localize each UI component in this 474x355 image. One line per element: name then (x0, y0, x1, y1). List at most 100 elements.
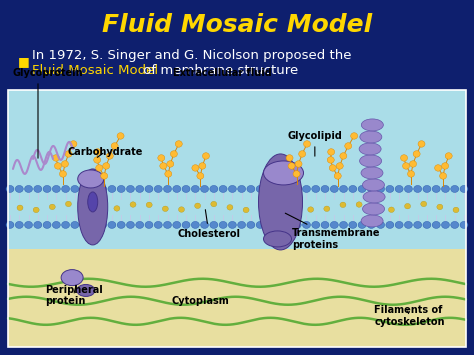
Ellipse shape (78, 170, 104, 188)
Ellipse shape (165, 171, 172, 177)
Ellipse shape (33, 207, 39, 213)
Ellipse shape (130, 202, 136, 207)
Ellipse shape (146, 202, 152, 208)
Ellipse shape (410, 161, 417, 167)
Ellipse shape (361, 167, 383, 179)
Ellipse shape (401, 155, 408, 161)
Ellipse shape (34, 222, 42, 228)
Ellipse shape (71, 222, 79, 228)
Ellipse shape (351, 133, 358, 139)
Ellipse shape (228, 222, 237, 228)
Ellipse shape (395, 185, 403, 192)
Ellipse shape (339, 222, 347, 228)
Ellipse shape (388, 207, 394, 212)
Ellipse shape (170, 151, 177, 157)
Ellipse shape (358, 222, 366, 228)
Ellipse shape (340, 202, 346, 208)
Ellipse shape (414, 185, 422, 192)
Ellipse shape (52, 222, 60, 228)
Ellipse shape (111, 143, 118, 149)
Ellipse shape (80, 222, 88, 228)
Ellipse shape (100, 173, 108, 179)
Ellipse shape (421, 201, 427, 207)
Ellipse shape (94, 149, 101, 155)
Ellipse shape (162, 206, 168, 212)
Ellipse shape (211, 201, 217, 207)
Ellipse shape (460, 222, 468, 228)
Ellipse shape (164, 222, 172, 228)
Ellipse shape (423, 185, 431, 192)
Ellipse shape (158, 155, 165, 161)
Ellipse shape (359, 143, 381, 155)
Ellipse shape (210, 222, 218, 228)
Ellipse shape (179, 207, 184, 212)
Ellipse shape (328, 149, 335, 155)
Ellipse shape (435, 165, 442, 171)
Ellipse shape (275, 201, 282, 207)
Ellipse shape (114, 206, 120, 211)
Ellipse shape (303, 141, 310, 147)
Text: Fluid Mosaic Model: Fluid Mosaic Model (32, 64, 158, 76)
Ellipse shape (228, 185, 237, 192)
Ellipse shape (402, 163, 410, 169)
Ellipse shape (145, 222, 153, 228)
Text: Glycolipid: Glycolipid (287, 131, 342, 156)
Ellipse shape (182, 185, 190, 192)
Text: Cytoplasm: Cytoplasm (172, 296, 229, 306)
Ellipse shape (330, 222, 338, 228)
Ellipse shape (345, 143, 352, 149)
Ellipse shape (195, 203, 201, 208)
Ellipse shape (367, 222, 375, 228)
Ellipse shape (192, 165, 199, 171)
Ellipse shape (423, 222, 431, 228)
Ellipse shape (336, 163, 343, 169)
Ellipse shape (437, 204, 443, 210)
Bar (8, 90, 466, 249)
Ellipse shape (293, 171, 300, 177)
Ellipse shape (65, 151, 72, 157)
Ellipse shape (308, 207, 314, 212)
Ellipse shape (286, 155, 293, 161)
Ellipse shape (302, 222, 310, 228)
Ellipse shape (88, 192, 98, 212)
Text: Fluid Mosaic Model: Fluid Mosaic Model (102, 13, 372, 37)
Ellipse shape (256, 222, 264, 228)
Ellipse shape (145, 185, 153, 192)
Ellipse shape (432, 185, 440, 192)
Ellipse shape (62, 161, 68, 167)
Ellipse shape (191, 185, 199, 192)
Text: Extracellular fluid: Extracellular fluid (173, 68, 272, 78)
Ellipse shape (275, 222, 283, 228)
Ellipse shape (160, 163, 167, 169)
Text: Peripheral
protein: Peripheral protein (45, 285, 102, 306)
Ellipse shape (52, 185, 60, 192)
Ellipse shape (99, 185, 107, 192)
Ellipse shape (219, 222, 227, 228)
Ellipse shape (164, 185, 172, 192)
Ellipse shape (358, 185, 366, 192)
Ellipse shape (288, 163, 295, 169)
Ellipse shape (395, 222, 403, 228)
Ellipse shape (15, 185, 23, 192)
Ellipse shape (299, 151, 306, 157)
Ellipse shape (117, 133, 124, 139)
Ellipse shape (432, 222, 440, 228)
Ellipse shape (15, 222, 23, 228)
Ellipse shape (247, 185, 255, 192)
Ellipse shape (356, 202, 362, 207)
Ellipse shape (49, 204, 55, 210)
Ellipse shape (167, 161, 174, 167)
Text: Filaments of
cytoskeleton: Filaments of cytoskeleton (374, 305, 445, 327)
Ellipse shape (258, 154, 302, 250)
Ellipse shape (349, 185, 357, 192)
Ellipse shape (361, 215, 383, 227)
Ellipse shape (451, 185, 459, 192)
Ellipse shape (99, 222, 107, 228)
Ellipse shape (62, 222, 70, 228)
Ellipse shape (404, 185, 412, 192)
Ellipse shape (108, 222, 116, 228)
Ellipse shape (377, 185, 384, 192)
Ellipse shape (210, 185, 218, 192)
Text: In 1972, S. Singer and G. Nicolson proposed the: In 1972, S. Singer and G. Nicolson propo… (32, 49, 352, 61)
Ellipse shape (439, 173, 447, 179)
